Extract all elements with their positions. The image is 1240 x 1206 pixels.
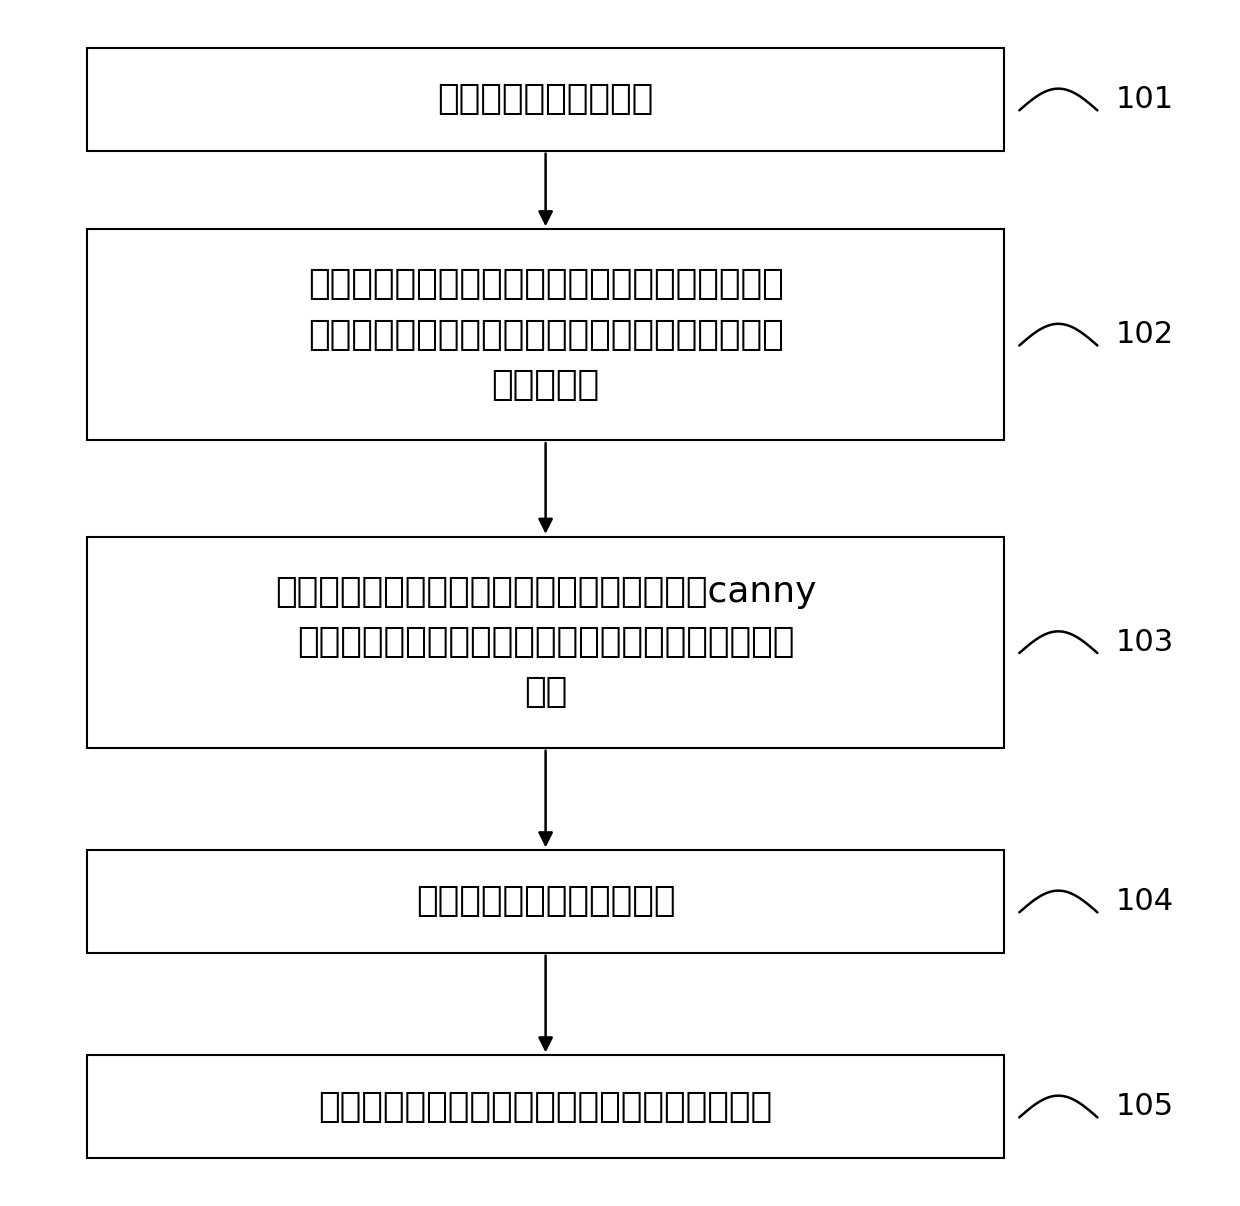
Text: 基于拉普拉斯金字塔对所述块进行分解，采用canny
算法对分解后的块进行边缘检测，得到电池板裂纹的
特征: 基于拉普拉斯金字塔对所述块进行分解，采用canny 算法对分解后的块进行边缘检测…	[275, 575, 816, 709]
Text: 102: 102	[1116, 320, 1174, 350]
FancyBboxPatch shape	[87, 537, 1004, 748]
Text: 101: 101	[1116, 84, 1174, 115]
Text: 采集太阳能电池板图像: 采集太阳能电池板图像	[438, 82, 653, 117]
Text: 根据去噪后的裂纹特征确定所述块上裂纹的位置: 根据去噪后的裂纹特征确定所述块上裂纹的位置	[319, 1089, 773, 1124]
FancyBboxPatch shape	[87, 850, 1004, 953]
FancyBboxPatch shape	[87, 1055, 1004, 1158]
Text: 105: 105	[1116, 1091, 1174, 1122]
Text: 103: 103	[1116, 627, 1174, 657]
Text: 对所述裂纹的特征去噪处理: 对所述裂纹的特征去噪处理	[415, 884, 676, 919]
FancyBboxPatch shape	[87, 48, 1004, 151]
Text: 采用水平垂直投影将所述太阳能板图像分割成多个
单片，根据所述单片断栅的水平投影将所述单片分
割为多个块: 采用水平垂直投影将所述太阳能板图像分割成多个 单片，根据所述单片断栅的水平投影将…	[308, 268, 784, 402]
FancyBboxPatch shape	[87, 229, 1004, 440]
Text: 104: 104	[1116, 886, 1174, 917]
